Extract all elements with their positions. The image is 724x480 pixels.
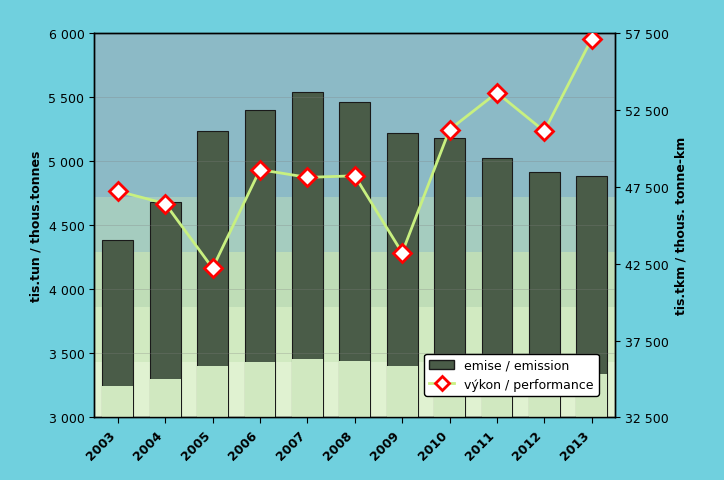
- Bar: [340, 103, 370, 418]
- Bar: [197, 132, 228, 418]
- Bar: [434, 139, 465, 418]
- Legend: emise / emission, výkon / performance: emise / emission, výkon / performance: [424, 354, 599, 396]
- Bar: [387, 133, 418, 418]
- Bar: [481, 371, 513, 418]
- Bar: [434, 367, 465, 418]
- Bar: [102, 241, 133, 418]
- Bar: [292, 359, 323, 418]
- Bar: [197, 366, 228, 418]
- Bar: [529, 373, 560, 418]
- Bar: [481, 159, 513, 418]
- Bar: [102, 386, 133, 418]
- Bar: [576, 374, 607, 418]
- Bar: [245, 110, 275, 418]
- Bar: [245, 362, 275, 418]
- Bar: [340, 361, 370, 418]
- Bar: [529, 173, 560, 418]
- Bar: [576, 177, 607, 418]
- Bar: [150, 379, 180, 418]
- Y-axis label: tis.tun / thous.tonnes: tis.tun / thous.tonnes: [30, 150, 43, 301]
- Bar: [292, 93, 323, 418]
- Bar: [387, 366, 418, 418]
- Bar: [150, 203, 180, 418]
- Y-axis label: tis.tkm / thous. tonne-km: tis.tkm / thous. tonne-km: [675, 137, 688, 314]
